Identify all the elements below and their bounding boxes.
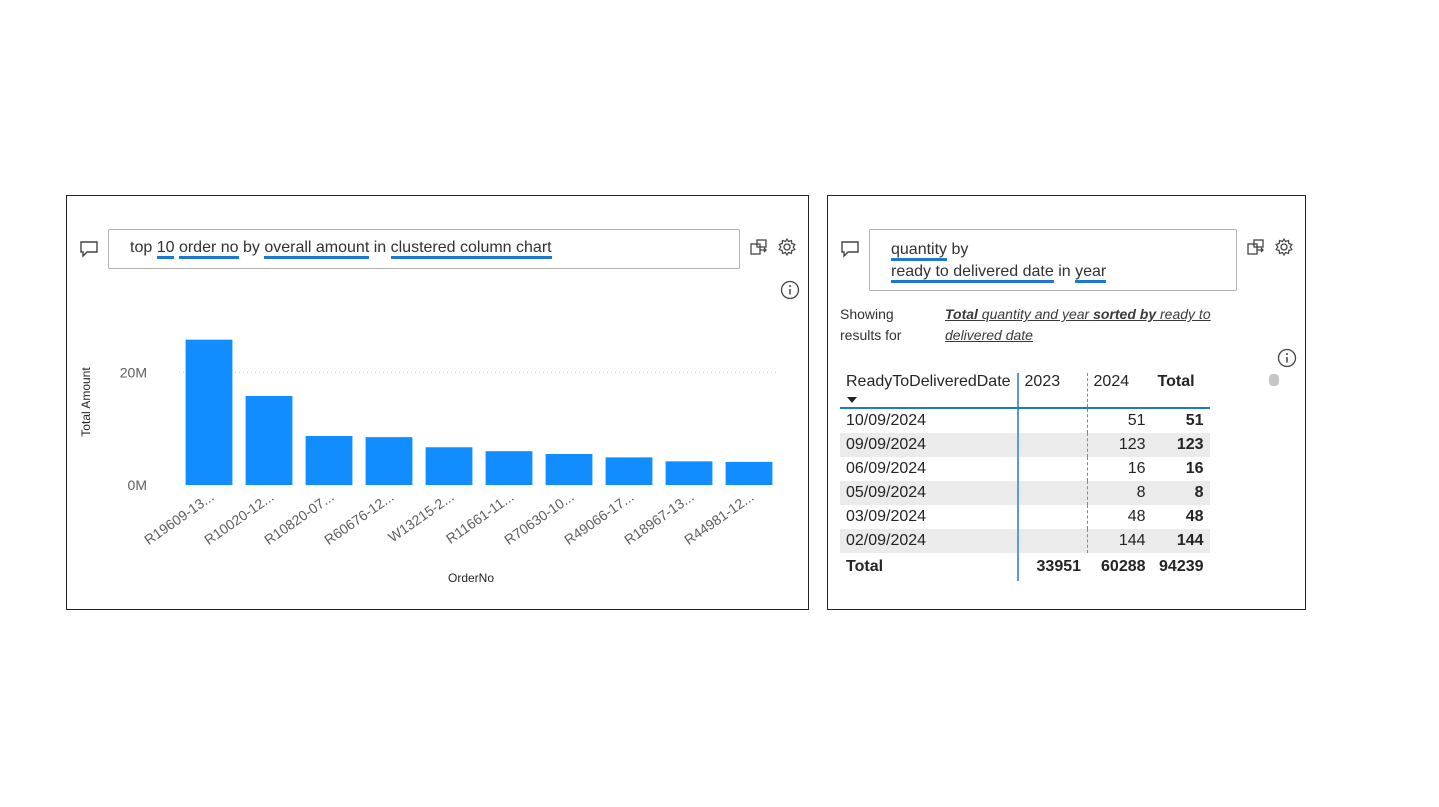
query-term-recognized: order no bbox=[178, 239, 239, 259]
bar bbox=[305, 435, 353, 485]
column-header-label: 2023 bbox=[1024, 373, 1061, 390]
cell-total: 51 bbox=[1185, 412, 1204, 429]
showing-results-label: Showing results for bbox=[840, 306, 902, 343]
query-text: top bbox=[130, 239, 157, 256]
comment-icon[interactable] bbox=[79, 240, 99, 258]
query-text: by bbox=[947, 241, 969, 258]
cell-2023 bbox=[1017, 408, 1088, 433]
cell-2023 bbox=[1017, 481, 1088, 505]
cell-date: 09/09/2024 bbox=[840, 433, 1019, 457]
cell-total-2023: 33951 bbox=[1036, 558, 1082, 575]
query-term-recognized: year bbox=[1075, 263, 1107, 283]
cell-date: 03/09/2024 bbox=[840, 505, 1019, 529]
bar bbox=[665, 461, 713, 485]
matrix-table: ReadyToDeliveredDate 2023 2024 Total 10/… bbox=[840, 373, 1210, 581]
cell-2023 bbox=[1017, 433, 1088, 457]
cell-2023 bbox=[1017, 505, 1088, 529]
bar bbox=[485, 451, 533, 485]
comment-icon[interactable] bbox=[840, 240, 860, 258]
cell-2024: 48 bbox=[1127, 508, 1146, 525]
query-term-recognized: ready to delivered date bbox=[891, 263, 1054, 283]
cell-total: 144 bbox=[1151, 529, 1210, 553]
query-term-recognized: 10 bbox=[156, 239, 175, 259]
bar bbox=[365, 437, 413, 485]
bar bbox=[425, 447, 473, 485]
table-header-row: ReadyToDeliveredDate 2023 2024 Total bbox=[840, 373, 1210, 409]
cell-date: 02/09/2024 bbox=[840, 529, 1019, 553]
qa-question-input[interactable]: top 10 order no by overall amount in clu… bbox=[108, 229, 740, 269]
cell-total: 16 bbox=[1185, 460, 1204, 477]
y-tick-label: 20M bbox=[120, 364, 147, 380]
bar bbox=[245, 395, 293, 485]
column-header-label: ReadyToDeliveredDate bbox=[846, 373, 1011, 390]
cell-date: 06/09/2024 bbox=[840, 457, 1019, 481]
cell-total-label: Total bbox=[840, 553, 1019, 581]
table-total-row: Total 33951 60288 94239 bbox=[840, 553, 1210, 581]
cell-2024: 144 bbox=[1087, 529, 1152, 553]
column-header-2024[interactable]: 2024 bbox=[1087, 373, 1152, 409]
query-text: in bbox=[1053, 263, 1076, 280]
cell-date: 05/09/2024 bbox=[840, 481, 1019, 505]
restatement-bold-sorted: sorted by bbox=[1093, 306, 1157, 322]
column-header-label: Total bbox=[1157, 373, 1195, 390]
table-row[interactable]: 09/09/2024 123 123 bbox=[840, 433, 1210, 457]
table-visual-panel: quantity by ready to delivered date in y… bbox=[827, 195, 1306, 610]
table-row[interactable]: 10/09/2024 51 51 bbox=[840, 408, 1210, 433]
cell-total: 123 bbox=[1151, 433, 1210, 457]
query-text: by bbox=[238, 239, 265, 256]
cell-2024: 51 bbox=[1127, 412, 1146, 429]
info-icon[interactable] bbox=[1277, 348, 1297, 368]
query-term-recognized: overall amount bbox=[264, 239, 370, 259]
bar bbox=[545, 454, 593, 485]
column-header-2023[interactable]: 2023 bbox=[1017, 373, 1088, 409]
sort-descending-icon[interactable] bbox=[847, 397, 857, 403]
chart-visual-panel: top 10 order no by overall amount in clu… bbox=[66, 195, 809, 610]
restatement-text-1: quantity and year bbox=[977, 306, 1094, 322]
restatement-text-2: ready to delivered date bbox=[945, 306, 1211, 343]
column-header-total[interactable]: Total bbox=[1151, 373, 1210, 409]
cell-2024: 16 bbox=[1127, 460, 1146, 477]
column-header-date[interactable]: ReadyToDeliveredDate bbox=[840, 373, 1019, 409]
query-restatement[interactable]: Total quantity and year sorted by ready … bbox=[945, 304, 1245, 346]
info-icon[interactable] bbox=[780, 280, 800, 300]
gear-icon[interactable] bbox=[777, 237, 797, 257]
bar bbox=[725, 461, 773, 485]
restatement-bold-total: Total bbox=[945, 306, 978, 322]
query-term-recognized: quantity bbox=[891, 241, 948, 261]
gear-icon[interactable] bbox=[1274, 237, 1294, 257]
query-line-1: quantity by bbox=[891, 239, 1236, 261]
column-header-label: 2024 bbox=[1093, 373, 1130, 390]
scrollbar-thumb[interactable] bbox=[1269, 374, 1279, 386]
table-row[interactable]: 06/09/2024 16 16 bbox=[840, 457, 1210, 481]
x-axis-title: OrderNo bbox=[448, 571, 494, 585]
cell-total: 48 bbox=[1185, 508, 1204, 525]
cell-total: 8 bbox=[1151, 481, 1210, 505]
y-axis-title: Total Amount bbox=[79, 367, 93, 437]
query-term-recognized: clustered column chart bbox=[390, 239, 552, 259]
table-row[interactable]: 03/09/2024 48 48 bbox=[840, 505, 1210, 529]
table-row[interactable]: 02/09/2024 144 144 bbox=[840, 529, 1210, 553]
y-tick-label: 0M bbox=[128, 477, 147, 493]
cell-2023 bbox=[1017, 529, 1088, 553]
bar bbox=[605, 457, 653, 485]
cell-2023 bbox=[1017, 457, 1088, 481]
query-line-2: ready to delivered date in year bbox=[891, 261, 1236, 283]
cell-date: 10/09/2024 bbox=[840, 408, 1019, 433]
cell-2024: 8 bbox=[1087, 481, 1152, 505]
cell-grand-total: 94239 bbox=[1159, 558, 1204, 575]
share-icon[interactable] bbox=[749, 237, 769, 257]
share-icon[interactable] bbox=[1246, 237, 1266, 257]
bar bbox=[185, 339, 233, 485]
cell-2024: 123 bbox=[1087, 433, 1152, 457]
table-row[interactable]: 05/09/2024 8 8 bbox=[840, 481, 1210, 505]
cell-total-2024: 60288 bbox=[1101, 558, 1146, 575]
qa-question-input[interactable]: quantity by ready to delivered date in y… bbox=[869, 229, 1237, 291]
query-text: in bbox=[369, 239, 391, 256]
